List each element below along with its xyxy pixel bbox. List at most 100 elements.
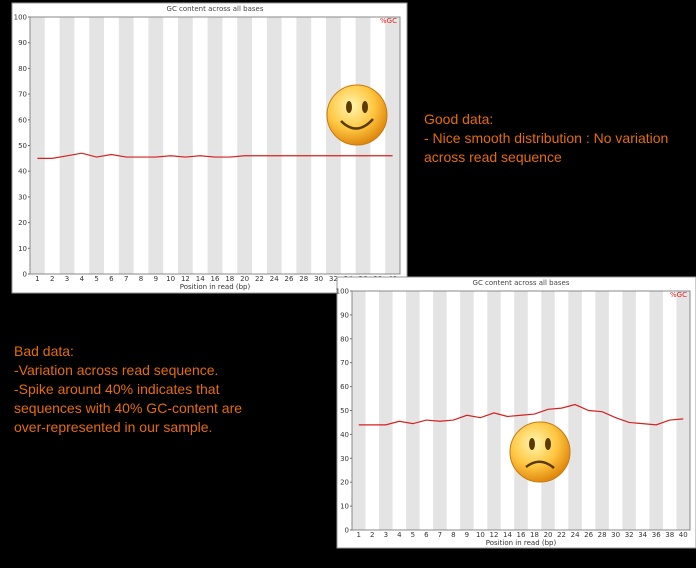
y-tick-label: 60 bbox=[18, 116, 27, 124]
y-tick-label: 80 bbox=[18, 65, 27, 73]
x-tick-label: 9 bbox=[154, 275, 158, 283]
y-tick-label: 0 bbox=[345, 527, 349, 535]
annotation: sequences with 40% GC-content are bbox=[14, 400, 242, 416]
x-tick-label: 6 bbox=[424, 531, 429, 539]
y-tick-label: 80 bbox=[340, 335, 349, 343]
x-tick-label: 30 bbox=[314, 275, 323, 283]
x-tick-label: 2 bbox=[370, 531, 374, 539]
x-tick-label: 10 bbox=[166, 275, 175, 283]
x-tick-label: 3 bbox=[384, 531, 388, 539]
x-tick-label: 16 bbox=[211, 275, 220, 283]
x-tick-label: 26 bbox=[584, 531, 593, 539]
chart-title: GC content across all bases bbox=[167, 5, 264, 13]
category-band bbox=[178, 17, 193, 274]
annotation: Bad data: bbox=[14, 343, 74, 359]
emoticon bbox=[326, 84, 388, 146]
category-band bbox=[30, 17, 45, 274]
category-band bbox=[118, 17, 134, 274]
face bbox=[509, 421, 571, 483]
y-tick-label: 40 bbox=[340, 431, 349, 439]
face bbox=[326, 84, 388, 146]
y-tick-label: 60 bbox=[340, 383, 349, 391]
x-tick-label: 20 bbox=[240, 275, 249, 283]
x-tick-label: 1 bbox=[35, 275, 39, 283]
y-tick-label: 50 bbox=[18, 142, 27, 150]
plot-border bbox=[351, 290, 691, 531]
x-tick-label: 9 bbox=[465, 531, 469, 539]
category-band bbox=[326, 17, 341, 274]
category-band bbox=[89, 17, 104, 274]
x-tick-label: 24 bbox=[571, 531, 580, 539]
category-band bbox=[266, 17, 282, 274]
data-line bbox=[37, 152, 393, 159]
x-tick-label: 32 bbox=[329, 275, 338, 283]
y-tick-label: 20 bbox=[18, 219, 27, 227]
category-band bbox=[59, 17, 75, 274]
eye bbox=[346, 101, 352, 113]
legend-label: %GC bbox=[380, 17, 397, 25]
x-tick-label: 16 bbox=[517, 531, 526, 539]
x-tick-label: 8 bbox=[139, 275, 143, 283]
category-band bbox=[406, 291, 420, 530]
category-band bbox=[487, 291, 501, 530]
annotation: -Variation across read sequence. bbox=[14, 362, 218, 378]
y-tick-label: 30 bbox=[18, 193, 27, 201]
category-band bbox=[379, 291, 393, 530]
x-tick-label: 8 bbox=[451, 531, 455, 539]
category-band bbox=[568, 291, 582, 530]
y-tick-label: 40 bbox=[18, 168, 27, 176]
x-tick-label: 14 bbox=[503, 531, 512, 539]
category-band bbox=[385, 17, 400, 274]
x-tick-label: 34 bbox=[638, 531, 647, 539]
category-band bbox=[352, 291, 366, 530]
x-tick-label: 38 bbox=[665, 531, 674, 539]
x-tick-label: 7 bbox=[124, 275, 128, 283]
x-tick-label: 18 bbox=[225, 275, 234, 283]
x-tick-label: 12 bbox=[181, 275, 190, 283]
annotation: - Nice smooth distribution : No variatio… bbox=[424, 130, 668, 146]
x-tick-label: 5 bbox=[94, 275, 98, 283]
x-tick-label: 40 bbox=[679, 531, 688, 539]
mouth bbox=[340, 118, 374, 130]
x-tick-label: 18 bbox=[530, 531, 539, 539]
legend-label: %GC bbox=[670, 291, 687, 299]
x-tick-label: 1 bbox=[357, 531, 361, 539]
category-band bbox=[433, 291, 447, 530]
x-tick-label: 4 bbox=[80, 275, 85, 283]
x-tick-label: 7 bbox=[438, 531, 442, 539]
y-tick-label: 70 bbox=[18, 91, 27, 99]
eye bbox=[362, 101, 368, 113]
category-band bbox=[649, 291, 663, 530]
category-band bbox=[207, 17, 223, 274]
annotation: Good data: bbox=[424, 111, 493, 127]
x-tick-label: 24 bbox=[270, 275, 279, 283]
category-band bbox=[355, 17, 371, 274]
x-tick-label: 6 bbox=[109, 275, 114, 283]
category-band bbox=[595, 291, 609, 530]
emoticon bbox=[509, 421, 571, 483]
x-tick-label: 32 bbox=[625, 531, 634, 539]
y-tick-label: 20 bbox=[340, 479, 349, 487]
y-tick-label: 70 bbox=[340, 359, 349, 367]
y-tick-label: 10 bbox=[18, 245, 27, 253]
eye bbox=[529, 438, 535, 450]
y-tick-label: 0 bbox=[23, 271, 27, 279]
x-tick-label: 4 bbox=[397, 531, 402, 539]
category-band bbox=[296, 17, 312, 274]
y-tick-label: 90 bbox=[340, 311, 349, 319]
x-tick-label: 5 bbox=[411, 531, 415, 539]
y-tick-label: 10 bbox=[340, 503, 349, 511]
data-line bbox=[358, 403, 684, 426]
x-tick-label: 28 bbox=[299, 275, 308, 283]
chart-title: GC content across all bases bbox=[473, 279, 570, 287]
category-band bbox=[676, 291, 690, 530]
mouth bbox=[525, 460, 555, 469]
x-axis-label: Position in read (bp) bbox=[486, 539, 557, 547]
x-tick-label: 2 bbox=[50, 275, 54, 283]
x-tick-label: 14 bbox=[196, 275, 205, 283]
x-tick-label: 20 bbox=[544, 531, 553, 539]
x-axis-label: Position in read (bp) bbox=[180, 283, 251, 291]
x-tick-label: 28 bbox=[598, 531, 607, 539]
